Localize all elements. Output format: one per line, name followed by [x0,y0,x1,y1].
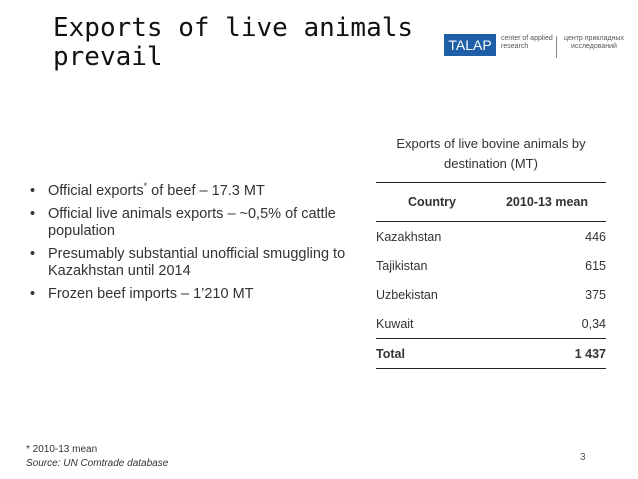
bullet-icon: • [30,206,36,222]
country-cell: Uzbekistan [376,287,438,302]
value-cell: 375 [585,287,606,302]
column-header-country: Country [408,195,456,209]
logo-subtitle-en: center of applied research [501,35,553,50]
table-row: Kuwait 0,34 [376,309,606,339]
total-value: 1 437 [488,338,606,369]
title-line-1: Exports of live animals [53,13,414,43]
value-cell: 446 [585,229,606,244]
bullet-text-tail: of beef – 17.3 MT [147,183,265,199]
source-note: Source: UN Comtrade database [26,458,169,469]
title-line-2: prevail [53,42,163,72]
table-row: Kazakhstan 446 [376,222,606,252]
table-total-row: Total 1 437 [376,338,606,369]
table-row: Uzbekistan 375 [376,280,606,309]
bullet-item: • Official live animals exports – ~0,5% … [26,206,346,240]
logo-subtitle-ru: центр прикладных исследований [564,35,624,50]
table-caption: Exports of live bovine animals by destin… [396,136,586,171]
talap-logo: TALAP [444,34,496,56]
total-label: Total [376,338,488,369]
bullet-item: • Presumably substantial unofficial smug… [26,246,346,280]
bullet-text: Official exports [48,183,144,199]
bullet-footnote-mark: * [143,181,148,192]
footnote: * 2010-13 mean [26,444,98,455]
slide-title: Exports of live animals prevail [53,14,413,72]
bullet-list: • Official exports* of beef – 17.3 MT • … [26,181,346,309]
value-cell: 0,34 [581,316,606,331]
bullet-icon: • [30,286,36,302]
country-cell: Kuwait [376,316,414,331]
value-cell: 615 [585,258,606,273]
table-row: Tajikistan 615 [376,251,606,280]
bullet-text: Official live animals exports – ~0,5% of… [48,206,336,239]
bullet-icon: • [30,183,36,199]
bullet-item: • Official exports* of beef – 17.3 MT [26,181,346,200]
bullet-icon: • [30,246,36,262]
table-header-row: Country 2010-13 mean [376,182,606,222]
bullet-item: • Frozen beef imports – 1’210 MT [26,286,346,303]
logo-divider [556,36,557,58]
country-cell: Tajikistan [376,258,428,273]
bullet-text: Frozen beef imports – 1’210 MT [48,286,254,302]
column-header-mean: 2010-13 mean [505,195,588,209]
bullet-text: Presumably substantial unofficial smuggl… [48,246,346,279]
page-number: 3 [580,452,586,463]
exports-table: Country 2010-13 mean Kazakhstan 446 Taji… [376,182,606,369]
country-cell: Kazakhstan [376,229,442,244]
